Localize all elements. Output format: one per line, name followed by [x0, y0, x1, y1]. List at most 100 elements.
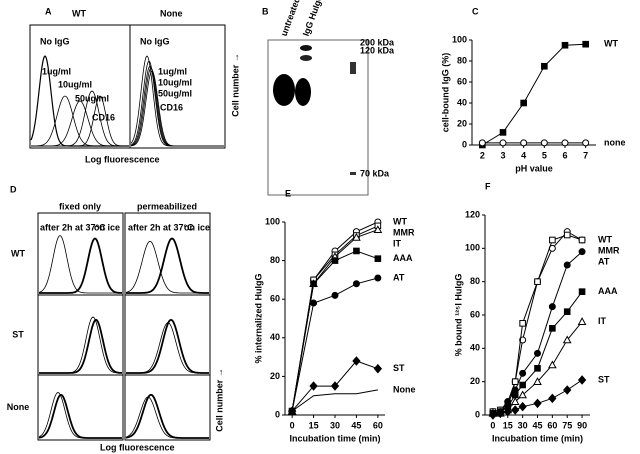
series-label: none — [604, 137, 626, 147]
histogram-curve — [126, 322, 209, 374]
marker — [534, 365, 541, 372]
marker — [518, 401, 527, 412]
y-tick-label: 100 — [465, 243, 480, 253]
y-tick-label: 0 — [275, 409, 280, 419]
y-tick-label: 120 — [465, 209, 480, 219]
marker — [374, 255, 382, 262]
x-tick-label: 5 — [542, 150, 547, 160]
histogram-curve — [38, 393, 122, 439]
gel-marker-band — [350, 62, 356, 74]
marker — [519, 320, 526, 327]
y-tick-label: 40 — [270, 332, 280, 342]
panel-d-frame — [124, 294, 211, 376]
marker — [309, 381, 318, 391]
y-tick-label: 0 — [462, 139, 467, 149]
annotation: 50ug/ml — [75, 93, 109, 103]
histogram-curve — [39, 237, 123, 294]
gel-band — [300, 55, 312, 61]
histogram-curve — [126, 237, 209, 294]
y-tick-label: 80 — [457, 55, 467, 65]
x-tick-label: 15 — [503, 420, 513, 430]
x-tick-label: 0 — [490, 420, 495, 430]
annotation: No IgG — [40, 36, 70, 46]
marker — [330, 381, 340, 391]
marker — [578, 248, 586, 256]
y-tick-label: 20 — [470, 376, 480, 386]
y-tick-label: 40 — [457, 97, 467, 107]
marker — [310, 280, 317, 288]
size-marker: 120 kDa — [360, 45, 395, 55]
series-label: AT — [598, 256, 610, 266]
x-tick-label: 45 — [351, 420, 361, 430]
y-axis-label: cell-bound IgG (%) — [440, 53, 450, 133]
marker — [578, 236, 586, 244]
y-tick-label: 80 — [470, 276, 480, 286]
marker — [548, 393, 557, 404]
column-label: permeabilized — [137, 201, 197, 211]
series-line — [492, 234, 583, 413]
gel-band — [300, 45, 312, 51]
y-tick-label: 20 — [457, 118, 467, 128]
marker — [352, 356, 361, 366]
panel-label: D — [10, 184, 17, 194]
series-line — [482, 43, 586, 146]
histogram-curve — [38, 392, 122, 439]
x-tick-label: 2 — [480, 150, 485, 160]
marker — [511, 405, 520, 415]
marker — [499, 139, 507, 147]
series-label: MMR — [393, 227, 415, 237]
histogram-curve — [126, 318, 209, 374]
marker — [331, 257, 339, 264]
x-axis-label: Incubation time (min) — [290, 433, 381, 443]
marker — [353, 247, 360, 255]
marker — [511, 391, 519, 399]
annotation: CD16 — [160, 102, 183, 112]
x-axis-label: pH value — [515, 163, 553, 173]
histogram-curve — [38, 235, 122, 294]
annotation: after 2h at 37°C — [128, 222, 194, 232]
y-tick-label: 100 — [452, 34, 467, 44]
group-label: None — [160, 8, 183, 18]
series-label: WT — [598, 234, 612, 244]
x-tick-label: 0 — [290, 420, 295, 430]
panel-label: F — [485, 181, 491, 191]
marker — [541, 62, 548, 70]
gel-band — [295, 78, 311, 106]
x-tick-label: 60 — [373, 420, 383, 430]
marker — [548, 303, 556, 311]
marker — [549, 325, 556, 332]
marker — [499, 129, 507, 136]
marker — [577, 375, 587, 385]
x-tick-label: 60 — [547, 420, 557, 430]
series-label: AT — [393, 272, 405, 282]
annotation: 50ug/ml — [158, 88, 192, 98]
marker — [518, 390, 527, 399]
histogram-curve — [31, 95, 129, 147]
gel-band — [273, 74, 295, 106]
marker — [511, 378, 519, 385]
y-axis-label: % bound ¹²⁵I HuIgG — [453, 274, 463, 357]
annotation: after 2h at 37°C — [40, 222, 106, 232]
marker — [561, 139, 569, 147]
annotation: 10ug/ml — [158, 77, 192, 87]
marker — [488, 410, 498, 420]
histogram-curve — [130, 70, 224, 147]
panel-label: E — [285, 188, 291, 198]
series-label: ST — [393, 363, 405, 373]
y-tick-label: 40 — [470, 343, 480, 353]
group-label: WT — [72, 8, 86, 18]
x-tick-label: 45 — [532, 420, 542, 430]
column-label: fixed only — [59, 201, 101, 211]
series-label: WT — [604, 39, 618, 49]
marker — [496, 408, 505, 419]
y-tick-label: 0 — [475, 409, 480, 419]
series-label: IT — [393, 238, 402, 248]
y-tick-label: 80 — [270, 255, 280, 265]
marker — [563, 385, 572, 395]
size-marker: 70 kDa — [360, 168, 390, 178]
marker — [563, 231, 571, 239]
x-tick-label: 30 — [518, 420, 528, 430]
annotation: CD16 — [92, 112, 115, 122]
row-label: WT — [11, 248, 25, 258]
x-tick-label: 15 — [309, 420, 319, 430]
